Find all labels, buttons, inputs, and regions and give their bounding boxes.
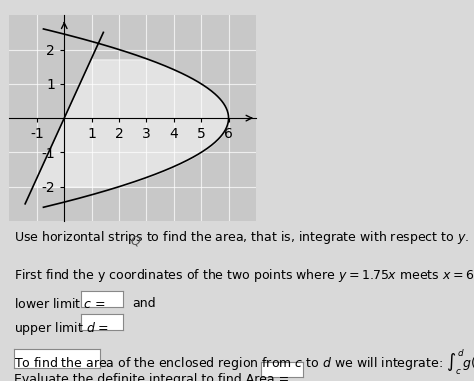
Text: Evaluate the definite integral to find Area =: Evaluate the definite integral to find A… (14, 373, 290, 381)
Text: Use horizontal strips to find the area, that is, integrate with respect to $y$.: Use horizontal strips to find the area, … (14, 229, 469, 246)
Text: upper limit $d$ =: upper limit $d$ = (14, 320, 109, 337)
Text: and: and (133, 297, 156, 310)
Text: First find the y coordinates of the two points where $y = 1.75x$ meets $x = 6 - : First find the y coordinates of the two … (14, 267, 474, 286)
Text: lower limit $c$ =: lower limit $c$ = (14, 297, 106, 311)
Text: Q: Q (130, 234, 140, 247)
Text: To find the area of the enclosed region from $c$ to $d$ we will integrate: $\int: To find the area of the enclosed region … (14, 347, 474, 376)
